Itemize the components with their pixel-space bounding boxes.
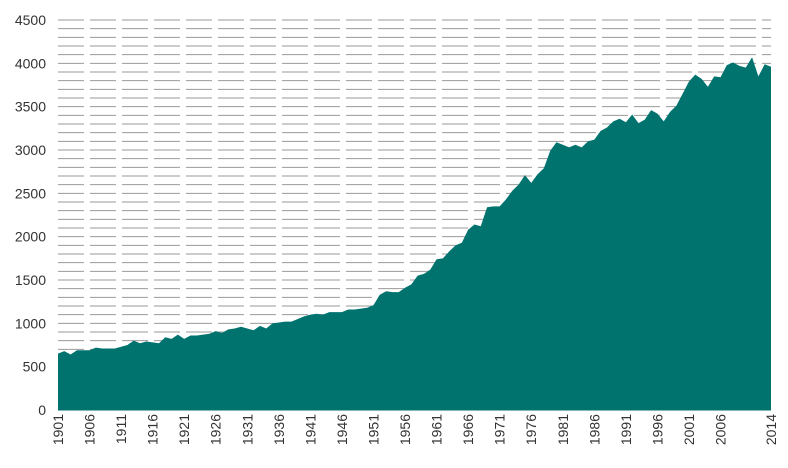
x-axis-tick-labels: 1901 1906 1911 1916 1921 1926 1931 1936 1941 1946… [50, 414, 779, 445]
y-tick-label: 1500 [15, 272, 46, 288]
x-tick-label: 1996 [649, 414, 665, 445]
y-tick-label: 3500 [15, 99, 46, 115]
x-tick-label: 1976 [523, 414, 539, 445]
x-tick-label: 1931 [239, 414, 255, 445]
y-tick-label: 0 [38, 402, 46, 418]
x-tick-label: 1901 [50, 414, 66, 445]
y-tick-label: 2000 [15, 229, 46, 245]
x-tick-label: 1926 [208, 414, 224, 445]
y-tick-label: 500 [23, 359, 47, 375]
y-axis-tick-labels: 0 500 1000 1500 2000 2500 3000 3500 4000 4500 [15, 12, 46, 418]
x-tick-label: 1961 [429, 414, 445, 445]
x-tick-label: 1986 [586, 414, 602, 445]
x-tick-label: 1916 [145, 414, 161, 445]
x-tick-label: 1966 [460, 414, 476, 445]
x-tick-label: 2001 [681, 414, 697, 445]
x-tick-label: 1936 [271, 414, 287, 445]
y-tick-label: 4500 [15, 12, 46, 28]
x-tick-label: 1921 [176, 414, 192, 445]
y-tick-label: 3000 [15, 142, 46, 158]
x-tick-label: 1971 [492, 414, 508, 445]
x-tick-label: 1941 [302, 414, 318, 445]
x-tick-label: 1946 [334, 414, 350, 445]
x-tick-label: 1991 [618, 414, 634, 445]
y-tick-label: 1000 [15, 315, 46, 331]
x-tick-label: 1906 [82, 414, 98, 445]
x-tick-label: 2014 [763, 414, 779, 445]
x-tick-label: 1951 [365, 414, 381, 445]
x-tick-label: 1911 [113, 414, 129, 444]
x-tick-label: 1956 [397, 414, 413, 445]
area-series [58, 57, 771, 411]
x-tick-label: 1981 [555, 414, 571, 445]
y-tick-label: 4000 [15, 55, 46, 71]
x-tick-label: 2006 [713, 414, 729, 445]
y-tick-label: 2500 [15, 185, 46, 201]
